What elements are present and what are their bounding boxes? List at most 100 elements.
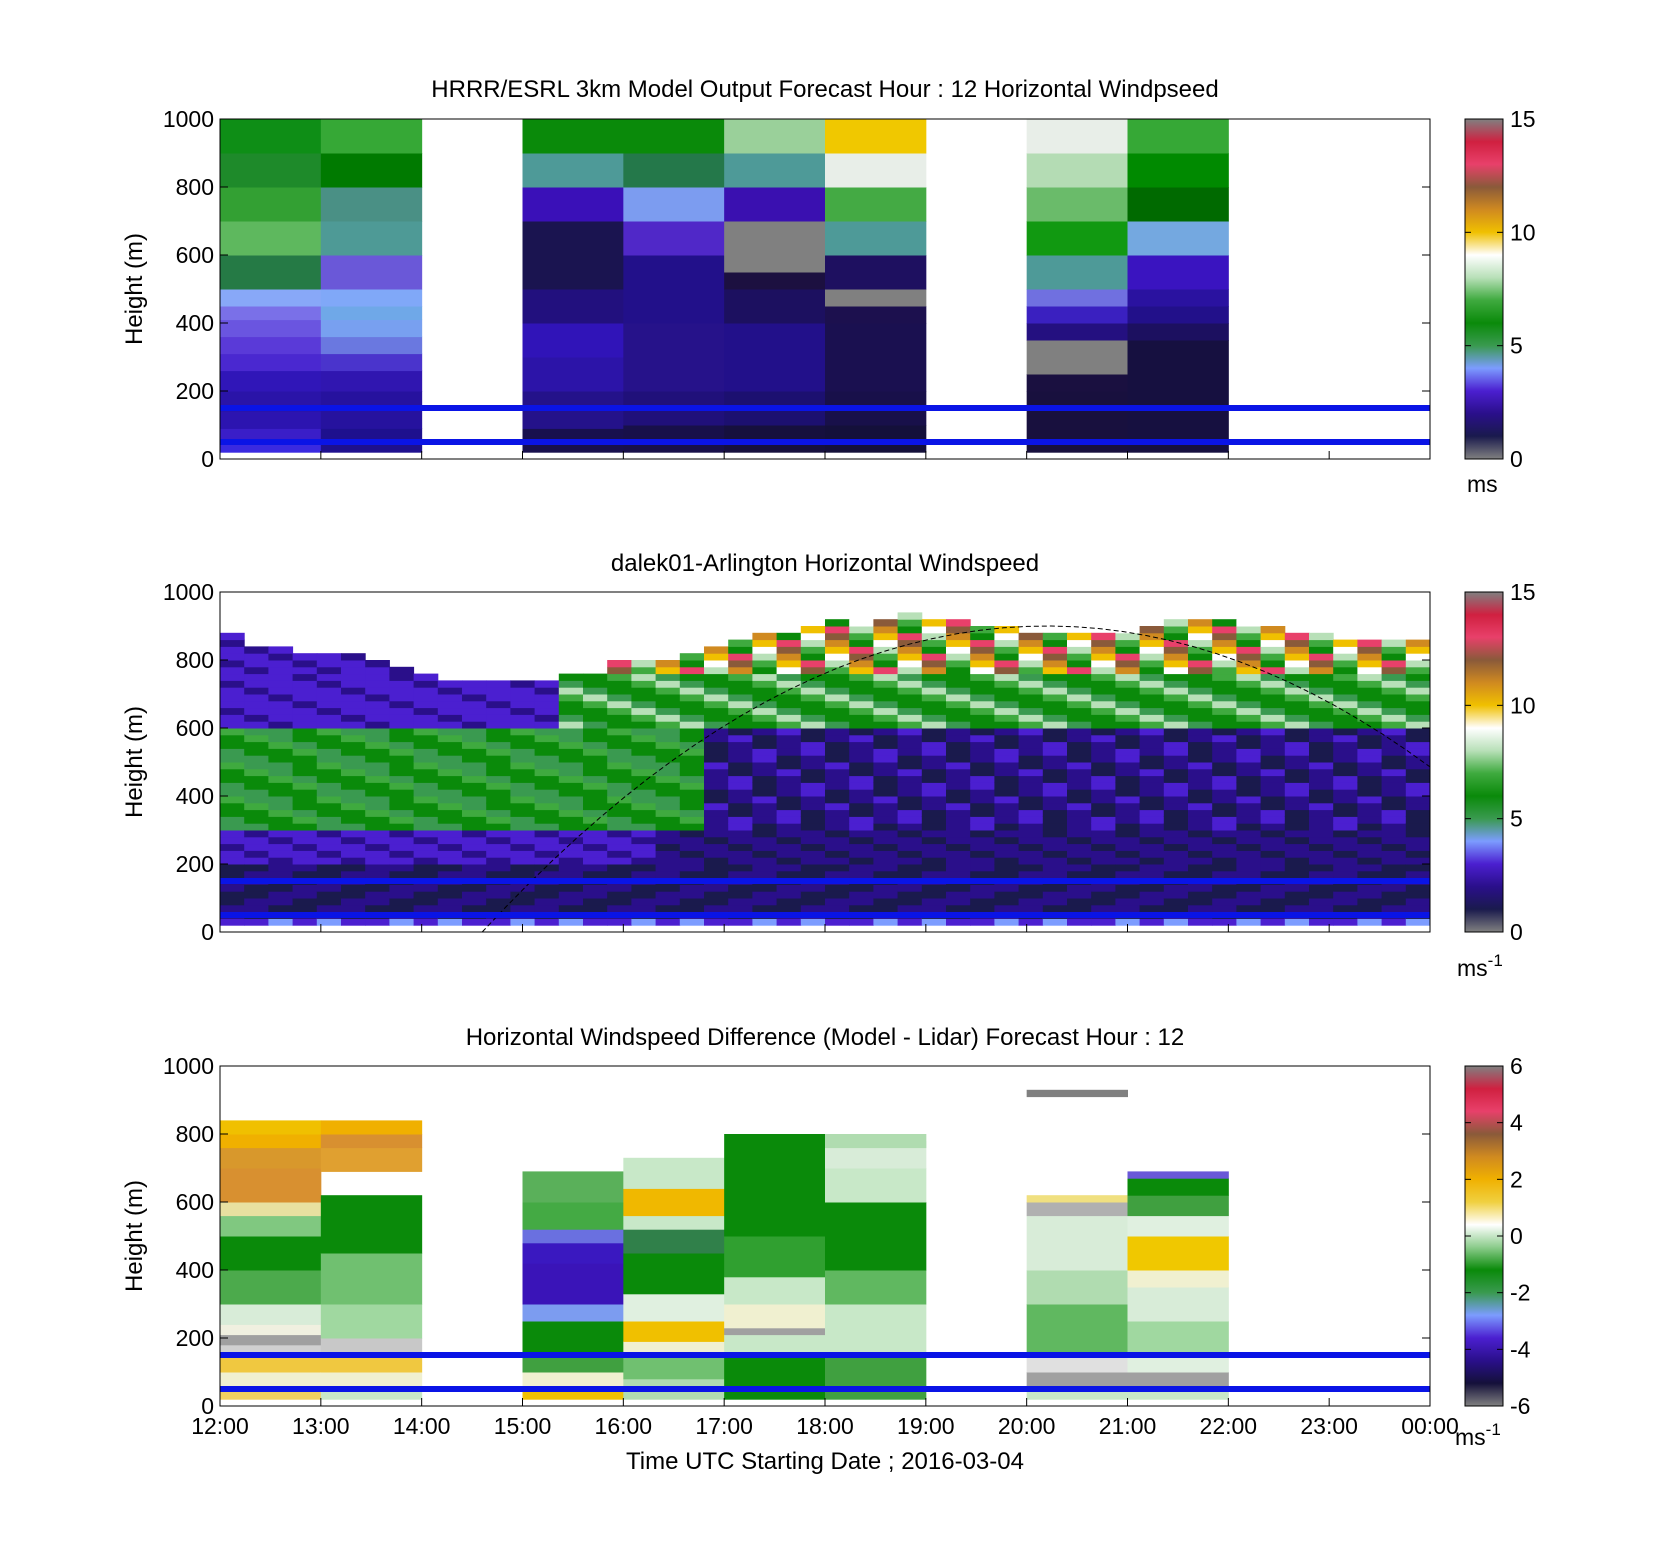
profile-cell [1163,796,1189,804]
profile-cell [1163,843,1189,851]
profile-cell [1236,728,1262,736]
profile-cell [1163,823,1189,831]
profile-cell [1163,870,1189,879]
profile-cell [1018,768,1044,777]
profile-cell [849,830,874,838]
profile-cell [776,864,802,872]
profile-cell [1309,898,1334,906]
cell-21-4 [1127,1287,1229,1322]
profile-cell [825,714,850,722]
profile-cell [1357,666,1383,675]
profile-cell [486,904,511,913]
profile-cell [1091,741,1116,749]
profile-cell [873,802,899,811]
profile-cell [268,714,294,722]
profile-cell [389,823,415,831]
profile-cell [510,850,536,858]
profile-cell [292,843,318,851]
profile-cell [1212,626,1237,634]
profile-cell [583,714,608,722]
profile-cell [849,823,874,831]
profile-cell [655,802,681,811]
cell-15-2 [522,357,624,392]
profile-cell [1018,857,1044,865]
profile-cell [341,884,366,892]
cell-21-6 [1127,1236,1229,1271]
cell-20-8 [1026,187,1128,222]
x-tick-label: 17:00 [695,1413,753,1439]
profile-cell [1139,700,1165,709]
profile-cell [1309,700,1334,709]
profile-cell [1284,830,1310,838]
profile-cell [1309,714,1334,722]
profile-cell [558,857,584,865]
profile-cell [921,680,947,688]
profile-cell [1188,714,1213,722]
profile-cell [970,904,995,913]
profile-cell [704,782,729,790]
profile-cell [728,884,753,892]
profile-cell [970,830,995,838]
profile-cell [873,741,899,749]
panel-difference-title: Horizontal Windspeed Difference (Model -… [466,1024,1185,1051]
profile-cell [244,816,269,824]
profile-cell [873,626,899,634]
profile-cell [1333,857,1358,865]
profile-cell [1091,639,1116,647]
profile-cell [800,741,826,749]
profile-cell [1067,666,1092,675]
profile-cell [946,870,971,879]
profile-cell [752,823,778,831]
profile-cell [607,830,632,838]
profile-cell [679,796,705,804]
profile-cell [631,741,657,749]
profile-cell [679,802,705,811]
profile-cell [994,694,1020,702]
profile-cell [1405,768,1430,777]
profile-cell [1236,707,1262,715]
profile-cell [1260,816,1286,824]
profile-cell [994,884,1020,892]
profile-cell [897,694,923,702]
cell-21-5 [1127,221,1229,256]
profile-cell [389,748,415,756]
profile-cell [341,850,366,858]
profile-cell [1091,755,1116,763]
profile-cell [655,884,681,892]
profile-cell [316,789,342,797]
profile-cell [1357,789,1383,797]
y-tick-label: 1000 [163,106,214,132]
cell-17-7 [724,187,826,222]
profile-cell [1381,666,1407,675]
profile-cell [873,836,899,845]
profile-cell [1163,687,1189,695]
profile-cell [486,789,511,797]
profile-cell [1067,741,1092,749]
profile-cell [1163,632,1189,641]
profile-cell [776,836,802,845]
y-tick-label: 600 [176,1189,214,1215]
profile-cell [728,673,753,681]
profile-cell [462,864,487,872]
profile-cell [413,700,439,709]
profile-cell [607,898,632,906]
cell-12-13 [220,153,322,188]
profile-cell [365,687,390,695]
profile-cell [655,714,681,722]
profile-cell [268,762,294,770]
profile-cell [825,700,850,709]
profile-cell [1018,836,1044,845]
profile-cell [583,891,608,899]
profile-cell [486,823,511,831]
profile-cell [1163,619,1189,627]
profile-cell [631,728,657,736]
profile-cell [437,741,463,749]
profile-cell [1405,918,1430,926]
cell-17-8 [724,153,826,188]
profile-cell [849,864,874,872]
profile-cell [341,714,366,722]
profile-cell [849,639,874,647]
profile-cell [873,850,899,858]
profile-cell [1260,741,1286,749]
